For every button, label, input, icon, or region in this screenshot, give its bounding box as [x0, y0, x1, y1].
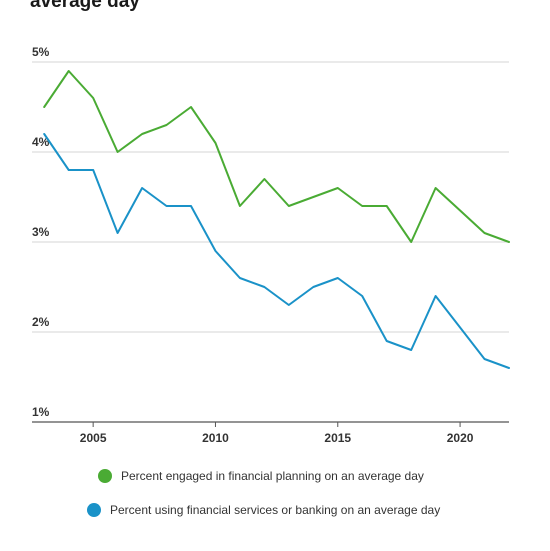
series-lines: [43, 70, 510, 369]
y-tick-label: 3%: [32, 225, 50, 239]
x-tick-label: 2020: [447, 431, 474, 445]
x-axis-ticks: 2005 2010 2015 2020: [80, 422, 474, 445]
x-tick-label: 2010: [202, 431, 229, 445]
chart-title: average day: [30, 0, 140, 12]
y-tick-label: 5%: [32, 45, 50, 59]
series-line-financial-planning: [43, 70, 510, 243]
legend-item-financial-services: Percent using financial services or bank…: [87, 503, 440, 517]
series-line-financial-services: [43, 133, 510, 369]
legend-item-financial-planning: Percent engaged in financial planning on…: [98, 469, 424, 483]
y-tick-label: 2%: [32, 315, 50, 329]
legend-marker-green: [98, 469, 112, 483]
y-tick-label: 4%: [32, 135, 50, 149]
x-tick-label: 2015: [324, 431, 351, 445]
y-tick-label: 1%: [32, 405, 50, 419]
x-tick-label: 2005: [80, 431, 107, 445]
y-axis-ticks: 1% 2% 3% 4% 5%: [32, 45, 50, 419]
legend-label-financial-services: Percent using financial services or bank…: [110, 503, 441, 517]
legend-label-financial-planning: Percent engaged in financial planning on…: [121, 469, 424, 483]
gridlines: [32, 61, 509, 423]
line-chart: 1% 2% 3% 4% 5% 2005 2010 2015 2020: [32, 45, 510, 445]
legend-marker-blue: [87, 503, 101, 517]
